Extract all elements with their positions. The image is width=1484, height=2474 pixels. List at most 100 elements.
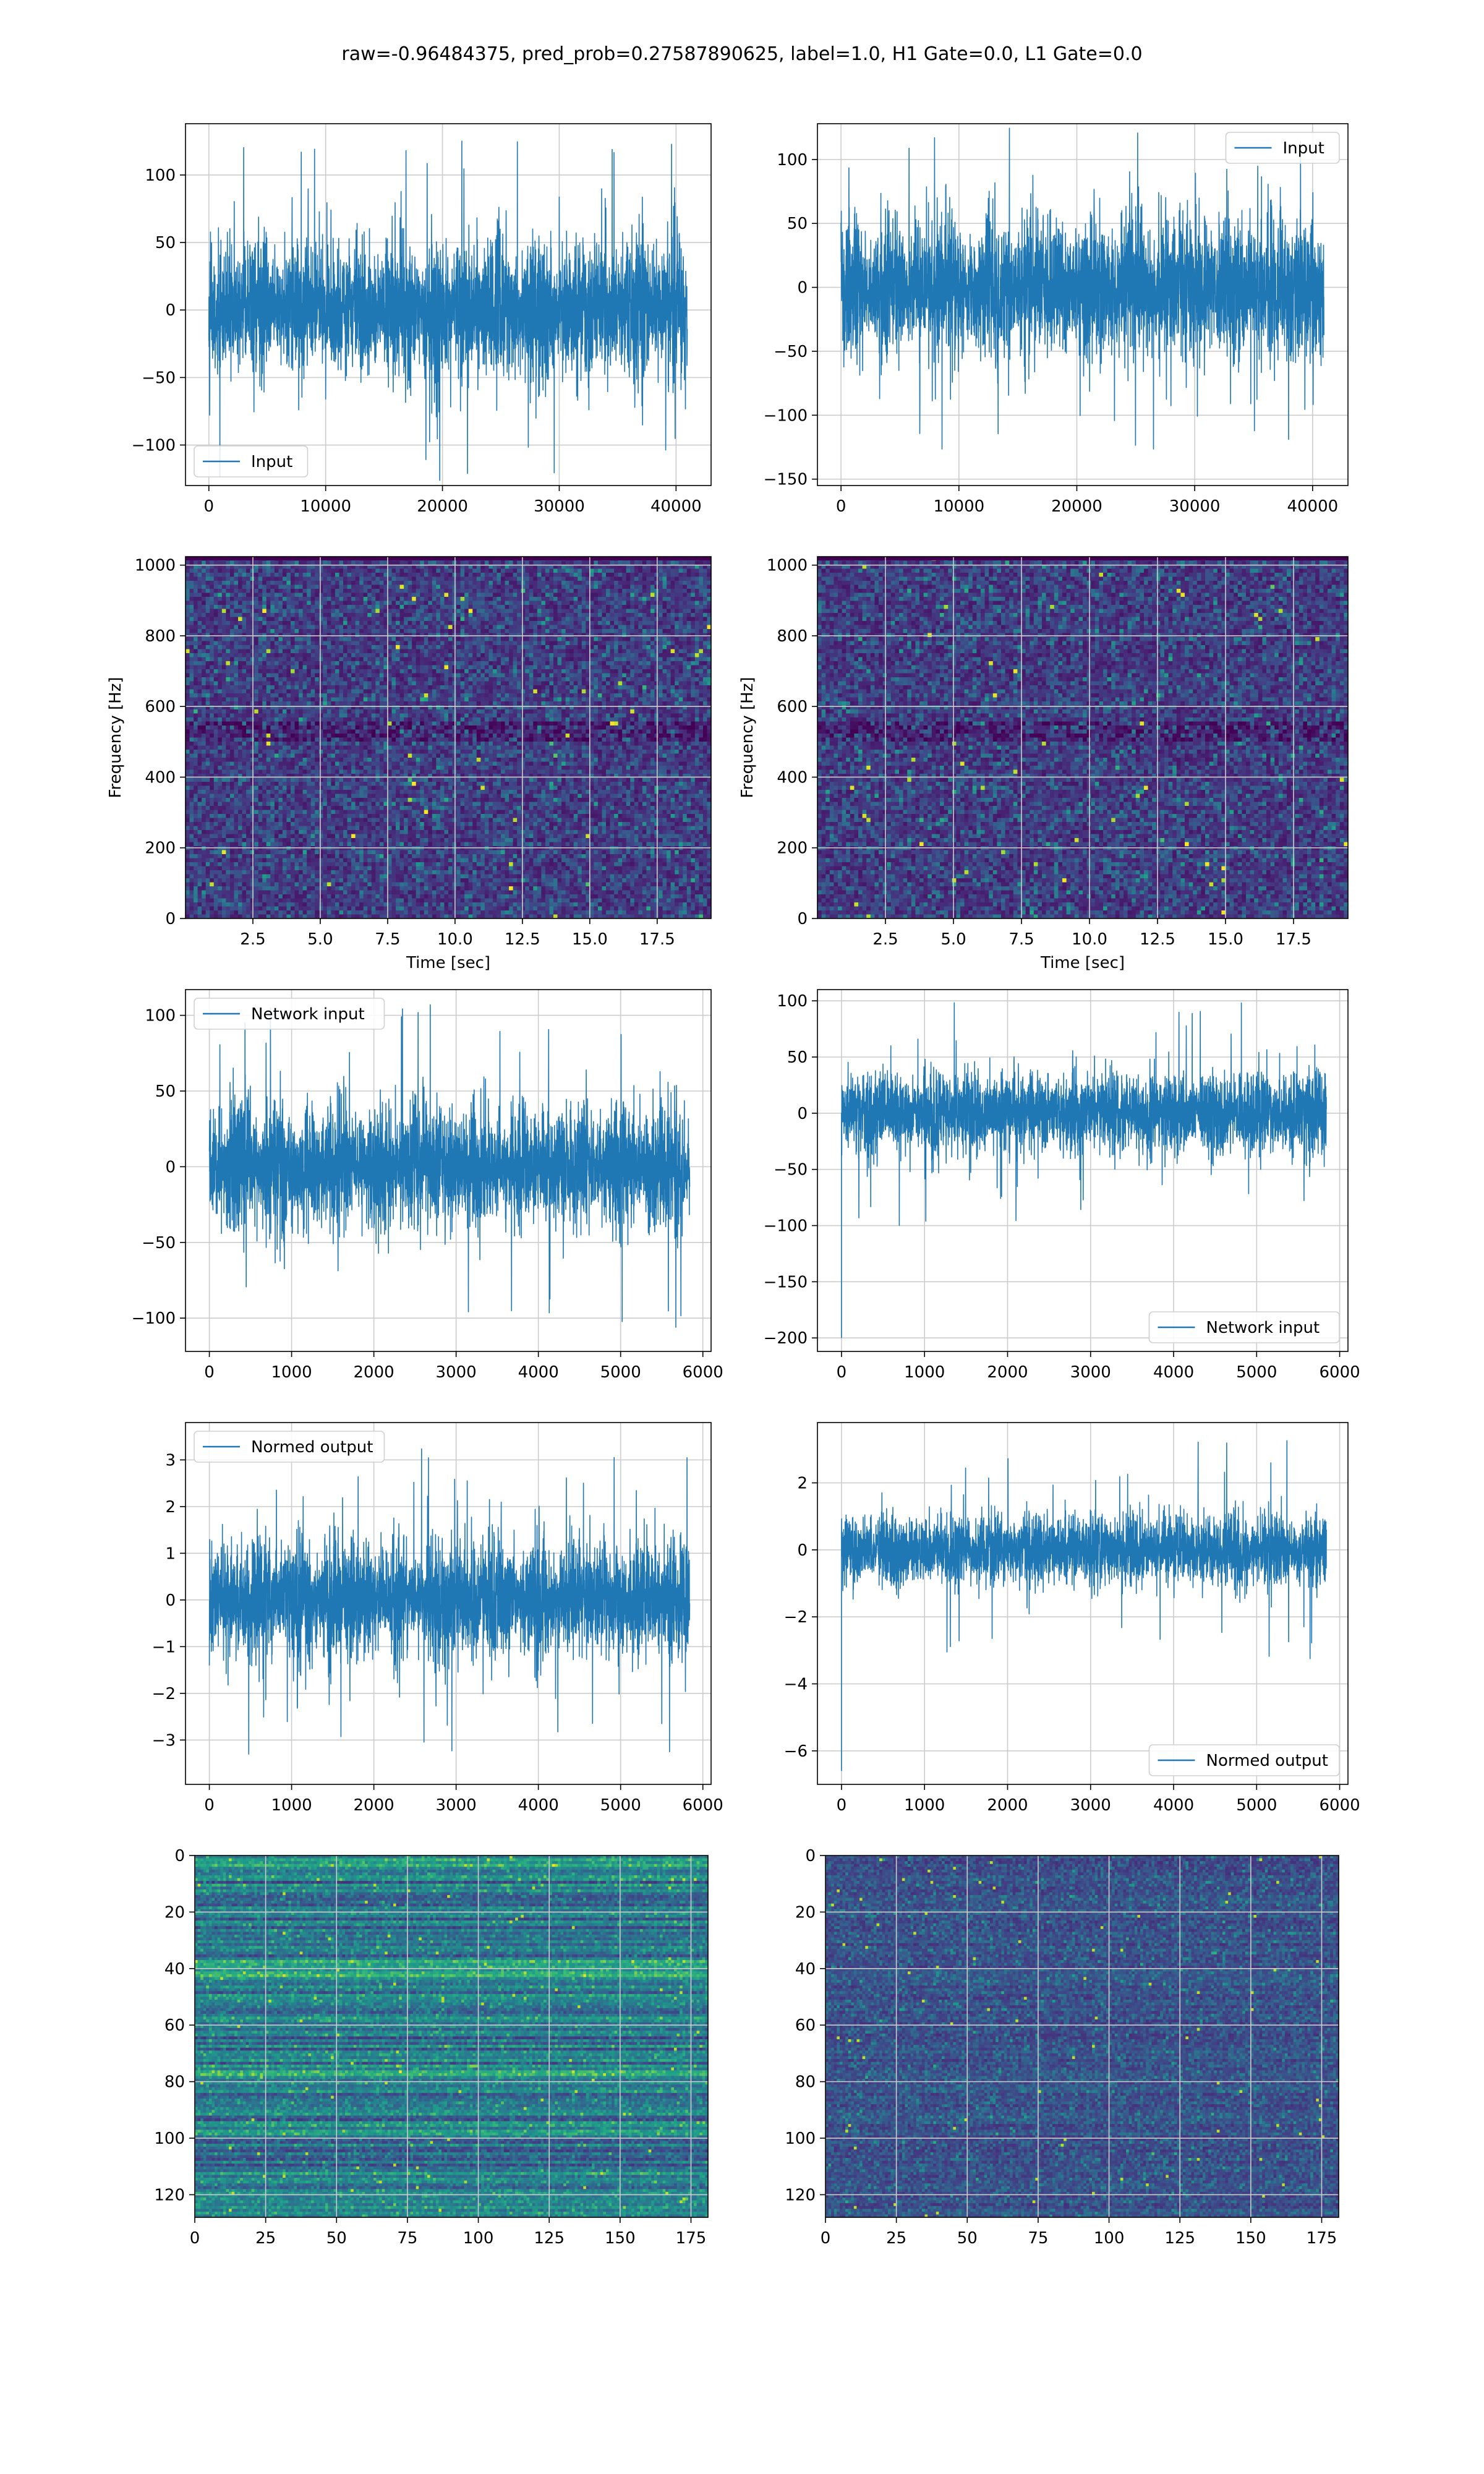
x-tick-label: 50 [326,2229,347,2248]
x-tick-label: 2.5 [240,930,265,949]
x-tick-label: 1000 [904,1796,945,1815]
y-tick-label: −100 [764,406,808,425]
x-tick-label: 4000 [1153,1363,1194,1382]
subplot-spectrogram-h1: 2.5 5.0 7.5 10.0 12.5 15.0 17.5020040060080010… [106,557,712,972]
series-line [842,1003,1326,1338]
y-tick-label: 0 [174,1847,185,1865]
heatmap-cells [186,557,712,919]
y-tick-label: −1 [152,1638,176,1656]
y-tick-label: 1000 [135,557,176,575]
y-tick-label: −50 [774,343,808,361]
x-tick-label: 1000 [271,1363,312,1382]
x-tick-label: 10000 [300,497,351,516]
x-tick-label: 10000 [933,497,984,516]
x-tick-label: 30000 [534,497,585,516]
y-tick-label: −100 [132,437,176,455]
x-tick-label: 0 [204,497,215,516]
axes-frame [817,1423,1348,1784]
x-tick-label: 2000 [354,1363,394,1382]
y-tick-label: 200 [145,839,176,858]
x-tick-label: 0 [204,1796,215,1815]
y-tick-label: 600 [145,698,176,716]
x-tick-label: 17.5 [639,930,675,949]
x-tick-label: 4000 [1153,1796,1194,1815]
x-tick-label: 0 [837,1796,847,1815]
plot-area [186,124,711,486]
x-tick-label: 15.0 [572,930,608,949]
legend-label: Normed output [251,1438,373,1457]
series-line [210,1005,690,1327]
subplot-network-input-l1: 0 1000 2000 3000 4000 5000 6000−200−150−100−50… [764,990,1360,1382]
y-tick-label: 0 [165,1591,176,1610]
y-tick-label: 0 [165,1158,176,1176]
y-tick-label: −200 [764,1329,808,1348]
legend-label: Network input [1206,1319,1320,1337]
y-tick-label: 400 [145,768,176,787]
subplot-spectrogram-l1: 2.5 5.0 7.5 10.0 12.5 15.0 17.5020040060080010… [738,557,1349,972]
y-tick-label: 120 [785,2186,816,2204]
x-tick-label: 2000 [987,1796,1028,1815]
y-tick-label: 2 [797,1475,808,1493]
y-axis-label: Frequency [Hz] [738,677,757,798]
legend-label: Input [251,453,292,471]
x-tick-label: 3000 [1070,1363,1111,1382]
plot-area [186,557,712,919]
x-tick-label: 5000 [600,1796,641,1815]
y-tick-label: 60 [164,2016,185,2035]
x-tick-label: 4000 [518,1363,559,1382]
x-tick-label: 100 [463,2229,494,2248]
x-tick-label: 2.5 [872,930,898,949]
plot-area [817,990,1348,1351]
x-tick-label: 5000 [1236,1796,1277,1815]
x-tick-label: 125 [1164,2229,1195,2248]
legend: Input [194,446,308,477]
y-tick-label: −4 [784,1676,808,1694]
x-tick-label: 6000 [683,1796,723,1815]
y-tick-label: 20 [795,1903,816,1922]
y-tick-label: −50 [142,369,176,387]
y-tick-label: −50 [142,1234,176,1252]
y-tick-label: 1 [165,1544,176,1563]
x-tick-label: 100 [1094,2229,1125,2248]
legend: Network input [194,998,385,1029]
y-tick-label: 3 [165,1451,176,1470]
y-tick-label: 100 [785,2129,816,2148]
y-tick-label: −100 [132,1309,176,1328]
plot-area [817,1423,1348,1784]
x-axis-label: Time [sec] [1040,954,1125,972]
y-tick-label: 0 [797,279,808,297]
legend-label: Normed output [1206,1752,1328,1770]
y-tick-label: 50 [787,215,808,233]
y-tick-label: 100 [777,151,808,169]
legend: Input [1226,132,1340,163]
x-tick-label: 5.0 [940,930,966,949]
y-tick-label: 80 [795,2073,816,2092]
x-tick-label: 6000 [1319,1363,1360,1382]
y-tick-label: 40 [164,1960,185,1979]
y-tick-label: −2 [152,1685,176,1703]
x-tick-label: 75 [1028,2229,1048,2248]
x-tick-label: 1000 [904,1363,945,1382]
y-tick-label: 50 [787,1048,808,1067]
x-tick-label: 3000 [436,1796,477,1815]
x-tick-label: 175 [676,2229,707,2248]
x-tick-label: 7.5 [1009,930,1034,949]
x-tick-label: 25 [255,2229,276,2248]
y-tick-label: 100 [145,166,176,185]
legend: Normed output [194,1431,385,1462]
x-tick-label: 20000 [417,497,468,516]
gridlines [817,1423,1348,1784]
y-tick-label: −150 [764,1273,808,1291]
y-tick-label: 100 [145,1007,176,1025]
y-tick-label: −100 [764,1217,808,1236]
y-tick-label: 40 [795,1960,816,1979]
y-tick-label: 50 [155,1082,176,1101]
x-tick-label: 50 [957,2229,978,2248]
x-tick-label: 12.5 [1140,930,1175,949]
y-tick-label: 120 [154,2186,185,2204]
